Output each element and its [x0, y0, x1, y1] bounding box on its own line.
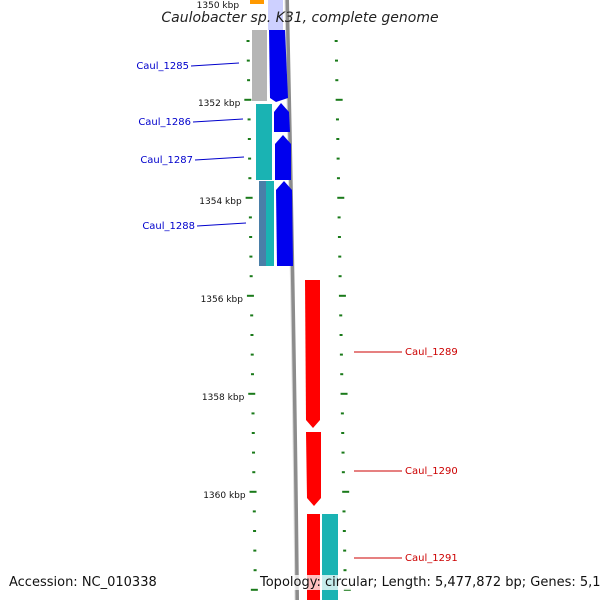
major-tick: [338, 294, 346, 297]
rna-feature-caul1286[interactable]: [256, 104, 272, 180]
major-tick: [342, 490, 350, 493]
tick-label: 1356 kbp: [201, 295, 244, 305]
minor-tick: [337, 216, 341, 219]
gene-label-right[interactable]: Caul_1290: [405, 466, 458, 477]
gene-label-right[interactable]: Caul_1291: [405, 553, 458, 564]
minor-tick: [338, 275, 342, 278]
forward-cds-caul1288[interactable]: [276, 181, 293, 266]
minor-tick: [248, 177, 252, 180]
minor-tick: [343, 569, 347, 572]
tick-label: 1350 kbp: [197, 1, 240, 11]
minor-tick: [338, 255, 342, 258]
minor-tick: [252, 510, 256, 513]
forward-cds-caul1287[interactable]: [275, 135, 291, 180]
minor-tick: [249, 236, 253, 238]
tick-label: 1360 kbp: [203, 491, 246, 501]
minor-tick: [336, 177, 340, 180]
minor-tick: [334, 59, 338, 62]
minor-tick: [253, 530, 257, 532]
major-tick: [335, 98, 343, 101]
gene-leader-line: [194, 156, 245, 161]
minor-tick: [253, 569, 257, 572]
gene-label-left[interactable]: Caul_1286: [138, 117, 191, 128]
minor-tick: [342, 510, 346, 513]
grey-feature-caul1285[interactable]: [252, 30, 267, 101]
gene-leader-line: [192, 118, 244, 123]
gene-leader-line: [196, 222, 247, 227]
minor-tick: [247, 138, 251, 140]
rna-feature-caul1288[interactable]: [266, 181, 274, 266]
gene-labels: 1350 kbp 1352 kbp 1354 kbp 1356 kbp 1358 kbp…: [136, 1, 457, 564]
minor-tick: [339, 334, 343, 336]
page-title: Caulobacter sp. K31, complete genome: [161, 10, 439, 26]
minor-tick: [248, 157, 252, 160]
major-tick: [249, 490, 257, 493]
genome-backbone: [285, 0, 299, 600]
minor-tick: [337, 236, 341, 238]
minor-tick: [336, 157, 340, 160]
topology-text: Topology: circular; Length: 5,477,872 bp…: [260, 575, 600, 590]
minor-tick: [336, 138, 340, 140]
tick-label: 1352 kbp: [198, 99, 241, 109]
minor-tick: [250, 373, 254, 376]
major-tick: [248, 392, 256, 395]
minor-tick: [249, 255, 253, 258]
gene-label-right[interactable]: Caul_1289: [405, 347, 458, 358]
tick-label: 1358 kbp: [202, 393, 245, 403]
reverse-cds-caul1289[interactable]: [305, 280, 320, 428]
accession-value: Accession: NC_010338: [9, 575, 157, 590]
minor-tick: [246, 40, 250, 42]
minor-tick: [341, 471, 345, 474]
minor-tick: [343, 549, 347, 552]
minor-tick: [334, 40, 338, 42]
topology-value: Topology: circular; Length: 5,477,872 bp…: [260, 575, 600, 590]
gene-label-left[interactable]: Caul_1288: [142, 221, 195, 232]
minor-tick: [251, 432, 255, 434]
minor-tick: [251, 412, 255, 415]
gene-label-left[interactable]: Caul_1285: [136, 61, 189, 72]
minor-tick: [340, 412, 344, 415]
minor-tick: [250, 353, 254, 356]
accession-text: Accession: NC_010338: [9, 575, 157, 590]
minor-tick: [341, 451, 345, 454]
minor-tick: [252, 451, 256, 454]
scale-ticks: [244, 40, 351, 591]
forward-cds-caul1285[interactable]: [269, 30, 288, 102]
gene-label-left[interactable]: Caul_1287: [140, 155, 193, 166]
reverse-cds-caul1290[interactable]: [306, 432, 321, 506]
pseudo-feature-caul1288[interactable]: [259, 181, 267, 266]
major-tick: [244, 98, 252, 101]
minor-tick: [252, 471, 256, 474]
minor-tick: [247, 79, 251, 82]
minor-tick: [248, 216, 252, 219]
minor-tick: [246, 59, 250, 62]
minor-tick: [339, 353, 343, 356]
minor-tick: [247, 118, 251, 121]
minor-tick: [335, 118, 339, 121]
gene-leader-line: [190, 62, 240, 67]
minor-tick: [253, 549, 257, 552]
major-tick: [245, 196, 253, 199]
forward-cds-top[interactable]: [268, 0, 283, 30]
minor-tick: [250, 334, 254, 336]
tick-label: 1354 kbp: [199, 197, 242, 207]
minor-tick: [335, 79, 339, 82]
major-tick: [340, 392, 348, 395]
minor-tick: [249, 275, 253, 278]
orange-feature: [250, 0, 264, 4]
major-tick: [250, 588, 258, 591]
minor-tick: [342, 530, 346, 532]
minor-tick: [341, 432, 345, 434]
minor-tick: [339, 314, 343, 317]
major-tick: [337, 196, 345, 199]
minor-tick: [250, 314, 254, 317]
forward-cds-caul1286[interactable]: [274, 103, 290, 132]
minor-tick: [340, 373, 344, 376]
major-tick: [246, 294, 254, 297]
